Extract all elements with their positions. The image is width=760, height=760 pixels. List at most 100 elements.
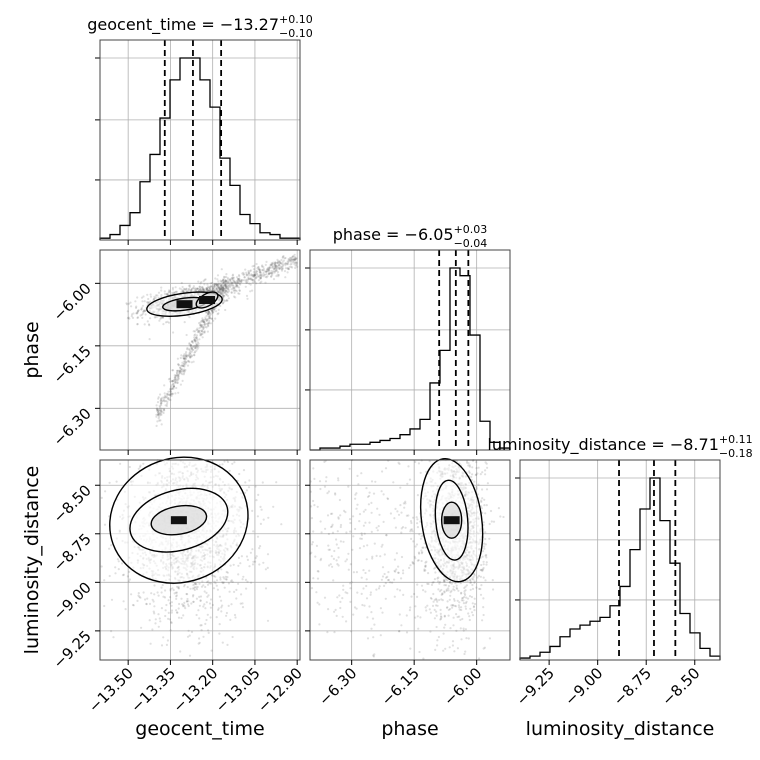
sample-point [294,258,297,261]
sample-point [215,283,218,286]
sample-point [433,608,436,612]
sample-point [255,276,258,279]
sample-point [232,276,235,279]
sample-point [236,279,239,283]
x-tick-label: −13.05 [212,664,264,716]
sample-point [153,584,156,587]
sample-point [262,273,265,276]
x-tick-label: −13.20 [170,664,222,716]
sample-point [154,622,157,625]
sample-point [217,280,220,283]
sample-point [159,620,162,623]
sample-point [294,257,298,260]
sample-point [262,267,265,270]
sample-point [278,260,281,263]
sample-point [267,273,270,276]
sample-point [483,504,486,507]
sample-point [257,279,260,282]
sample-point [197,342,200,345]
sample-point [198,287,201,290]
sample-point [169,388,172,391]
sample-point [220,284,223,287]
sample-point [219,279,222,282]
sample-point [442,632,445,635]
sample-point [471,587,475,591]
sample-point [148,602,152,606]
sample-point [192,287,195,290]
sample-point [444,623,447,626]
sample-point [456,599,459,602]
sample-point [471,614,475,617]
sample-point [223,300,226,303]
sample-point [261,481,264,484]
sample-point [183,370,186,373]
sample-point [277,263,280,266]
histogram-steps [310,267,511,451]
sample-point [284,262,287,265]
sample-point [216,588,219,591]
sample-point [484,531,487,534]
sample-point [484,512,487,515]
sample-point [244,280,247,283]
sample-point [193,351,196,354]
sample-point [477,466,480,469]
sample-point [465,596,468,599]
sample-point [451,644,454,647]
sample-point [259,271,262,274]
sample-point [210,289,213,292]
sample-point [188,360,191,363]
sample-point [222,287,225,291]
sample-point [209,606,212,609]
sample-point [209,285,212,288]
sample-point [289,263,292,266]
sample-point [169,589,172,592]
sample-point [276,264,279,267]
sample-point [148,324,151,327]
sample-point [230,603,233,606]
sample-point [205,314,208,317]
sample-point [268,267,271,270]
sample-point [198,582,201,585]
sample-point [169,629,172,632]
sample-point [233,461,236,464]
sample-point [217,608,220,612]
sample-point [208,286,211,290]
sample-point [464,650,467,653]
histogram-steps [519,477,721,660]
sample-point [194,345,197,348]
sample-point [244,268,247,271]
sample-point [226,282,229,285]
sample-point [482,560,485,563]
sample-point [270,262,273,265]
sample-point [135,305,138,308]
sample-point [168,290,171,293]
sample-point [239,602,242,605]
sample-point [273,263,277,266]
sample-point [175,609,178,612]
sample-point [142,295,145,298]
sample-point [262,271,265,275]
sample-point [471,602,474,605]
sample-point [438,590,442,593]
sample-point [262,518,265,521]
sample-point [232,276,235,280]
sample-point [422,589,425,592]
sample-point [156,315,159,318]
sample-point [185,600,189,603]
sample-point [212,308,215,312]
sample-point [125,302,128,305]
sample-point [213,283,216,286]
sample-point [198,285,201,288]
sample-point [271,266,274,269]
sample-point [439,612,442,616]
sample-point [223,279,227,282]
sample-point [448,598,451,601]
sample-point [482,521,485,524]
sample-point [461,596,464,600]
sample-point [154,618,157,621]
sample-point [246,278,249,281]
sample-point [203,603,206,606]
sample-point [238,279,241,282]
sample-point [217,283,220,286]
sample-point [209,313,212,316]
